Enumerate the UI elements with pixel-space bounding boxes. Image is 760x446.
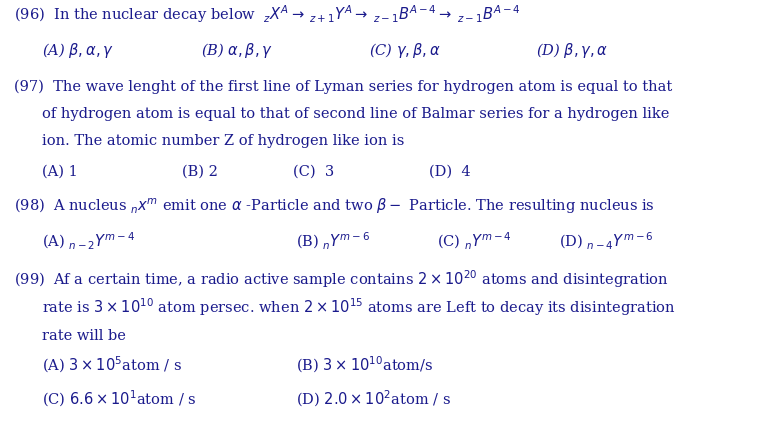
- Text: (98)  A nucleus $_{n}x^{m}$ emit one $\alpha$ -Particle and two $\beta-$ Particl: (98) A nucleus $_{n}x^{m}$ emit one $\al…: [14, 196, 654, 215]
- Text: of hydrogen atom is equal to that of second line of Balmar series for a hydrogen: of hydrogen atom is equal to that of sec…: [42, 107, 669, 121]
- Text: (B) $3\times10^{10}$atom/s: (B) $3\times10^{10}$atom/s: [296, 355, 434, 376]
- Text: (99)  Af a certain time, a radio active sample contains $2\times10^{20}$ atoms a: (99) Af a certain time, a radio active s…: [14, 269, 668, 290]
- Text: rate will be: rate will be: [42, 329, 125, 343]
- Text: (B) $_{n}Y^{m-6}$: (B) $_{n}Y^{m-6}$: [296, 231, 371, 252]
- Text: (C) $6.6\times10^{1}$atom / s: (C) $6.6\times10^{1}$atom / s: [42, 389, 196, 409]
- Text: (D)  4: (D) 4: [429, 164, 471, 178]
- Text: (B) $\alpha,\beta,\gamma$: (B) $\alpha,\beta,\gamma$: [201, 41, 274, 60]
- Text: (96)  In the nuclear decay below  $_{z}X^{A}\rightarrow\:_{z+1}Y^{A}\rightarrow\: (96) In the nuclear decay below $_{z}X^{…: [14, 3, 521, 25]
- Text: (A) $\beta,\alpha,\gamma$: (A) $\beta,\alpha,\gamma$: [42, 41, 114, 60]
- Text: (D) $2.0\times10^{2}$atom / s: (D) $2.0\times10^{2}$atom / s: [296, 389, 451, 409]
- Text: (D) $\beta,\gamma,\alpha$: (D) $\beta,\gamma,\alpha$: [536, 41, 608, 60]
- Text: (C) $\gamma,\beta,\alpha$: (C) $\gamma,\beta,\alpha$: [369, 41, 440, 60]
- Text: (A) 1: (A) 1: [42, 164, 78, 178]
- Text: (D) $_{n-4}Y^{m-6}$: (D) $_{n-4}Y^{m-6}$: [559, 231, 653, 252]
- Text: (A) $_{n-2}Y^{m-4}$: (A) $_{n-2}Y^{m-4}$: [42, 231, 135, 252]
- Text: (97)  The wave lenght of the first line of Lyman series for hydrogen atom is equ: (97) The wave lenght of the first line o…: [14, 79, 672, 94]
- Text: (C) $_{n}Y^{m-4}$: (C) $_{n}Y^{m-4}$: [437, 231, 512, 252]
- Text: rate is $3\times10^{10}$ atom persec. when $2\times10^{15}$ atoms are Left to de: rate is $3\times10^{10}$ atom persec. wh…: [42, 297, 676, 318]
- Text: (C)  3: (C) 3: [293, 164, 334, 178]
- Text: (A) $3\times10^{5}$atom / s: (A) $3\times10^{5}$atom / s: [42, 355, 182, 376]
- Text: (B) 2: (B) 2: [182, 164, 218, 178]
- Text: ion. The atomic number Z of hydrogen like ion is: ion. The atomic number Z of hydrogen lik…: [42, 133, 404, 148]
